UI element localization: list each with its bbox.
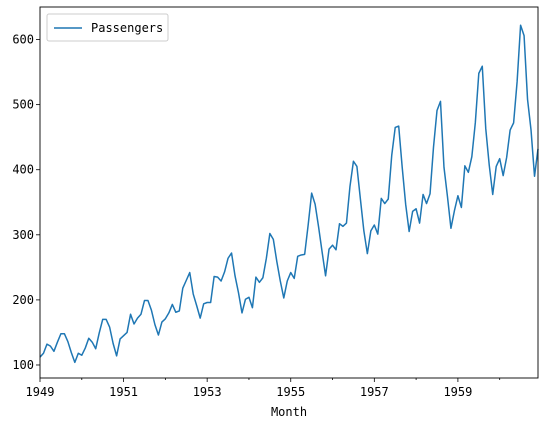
x-axis: 1949 1951 1953 1955 1957 1959: [26, 378, 501, 399]
plot-area: [39, 24, 539, 364]
y-tick-label-300: 300: [12, 228, 34, 242]
y-tick-label-600: 600: [12, 33, 34, 47]
legend-box: [46, 13, 169, 42]
x-tick-label-1955: 1955: [276, 385, 305, 399]
y-tick-label-400: 400: [12, 163, 34, 177]
legend-label-passengers: Passengers: [91, 21, 163, 35]
plot-frame: [39, 6, 539, 379]
x-tick-label-1951: 1951: [109, 385, 138, 399]
x-tick-label-1953: 1953: [193, 385, 222, 399]
x-tick-label-1959: 1959: [443, 385, 472, 399]
plot-background: [40, 7, 538, 378]
y-tick-label-100: 100: [12, 358, 34, 372]
x-axis-title: Month: [271, 405, 307, 419]
y-tick-label-500: 500: [12, 98, 34, 112]
x-tick-label-1957: 1957: [360, 385, 389, 399]
legend: Passengers: [46, 13, 169, 42]
y-tick-label-200: 200: [12, 293, 34, 307]
x-tick-label-1949: 1949: [26, 385, 55, 399]
y-axis: 100 200 300 400 500 600: [12, 33, 40, 372]
series-line-passengers: [39, 24, 539, 364]
